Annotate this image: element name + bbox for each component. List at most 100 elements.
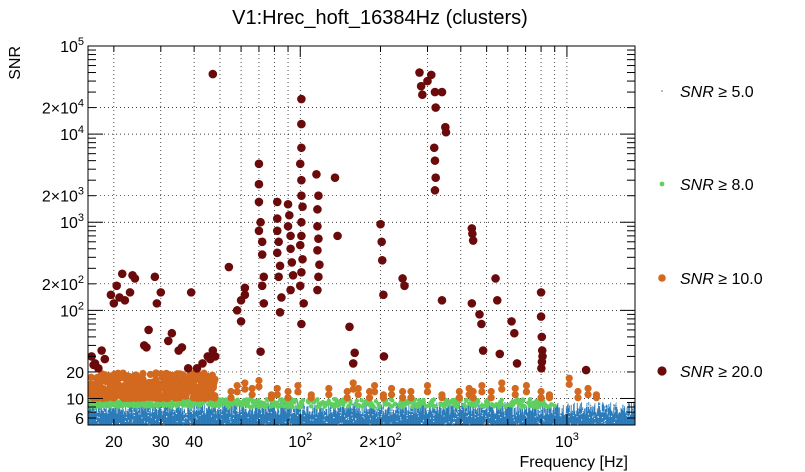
snr-10-point [325, 384, 333, 393]
snr-5-gap [112, 407, 114, 409]
snr-5-gap [202, 413, 204, 415]
snr-5-gap [578, 406, 580, 408]
snr-5-gap [539, 413, 541, 415]
snr-5-gap [366, 407, 368, 409]
snr-8-point [187, 401, 193, 406]
snr-10-point [387, 391, 396, 399]
snr-5-gap [125, 420, 127, 422]
snr-5-gap [377, 415, 379, 417]
snr-20-point [314, 234, 323, 244]
snr-5-gap [579, 413, 581, 415]
snr-5-gap [426, 410, 428, 412]
snr-8-point [424, 404, 429, 409]
snr-5-gap [367, 407, 369, 409]
snr-8-point [226, 404, 231, 409]
snr-5-gap [398, 409, 400, 411]
y-axis-label: SNR [7, 46, 24, 80]
snr-10-point [522, 388, 531, 396]
snr-5-gap [155, 419, 157, 421]
snr-5-gap [97, 412, 99, 414]
legend-entry: SNR ≥ 10.0 [658, 271, 763, 288]
snr-5-gap [458, 408, 460, 410]
snr-5-gap [132, 409, 134, 411]
snr-20-point [379, 290, 388, 300]
snr-5-gap [237, 412, 239, 414]
snr-20-point [208, 69, 218, 79]
snr-20-point [298, 254, 307, 264]
snr-5-gap [483, 423, 485, 425]
snr-8-point [247, 404, 253, 410]
snr-8-point [260, 401, 265, 407]
snr-8-point [490, 403, 495, 408]
snr-5-gap [133, 415, 135, 417]
snr-5-gap [183, 408, 185, 410]
snr-8-point [322, 404, 327, 409]
snr-20-point [167, 328, 177, 338]
snr-20-point [350, 348, 359, 358]
snr-20-point [299, 299, 308, 308]
snr-5-gap [440, 406, 442, 408]
snr-10-point [169, 383, 177, 392]
snr-5-gap [267, 411, 269, 413]
snr-5-gap [461, 421, 463, 423]
snr-5-gap [284, 421, 286, 423]
snr-20-point [430, 87, 440, 97]
snr-5-gap [363, 417, 365, 419]
snr-5-gap [615, 406, 617, 408]
snr-5-gap [468, 423, 470, 425]
snr-20-point [275, 308, 285, 317]
snr-5-gap [601, 422, 603, 424]
snr-10-point [565, 380, 573, 388]
snr-20-point [112, 281, 122, 291]
snr-5-gap [199, 415, 201, 417]
snr-5-gap [379, 408, 381, 410]
snr-5-gap [597, 403, 599, 405]
snr-8-point [326, 398, 332, 404]
snr-5-gap [489, 417, 491, 419]
snr-5-gap [95, 419, 97, 421]
snr-5-gap [162, 408, 164, 410]
snr-5-gap [618, 403, 620, 405]
snr-5-gap [284, 409, 286, 411]
snr-5-gap [369, 418, 371, 420]
snr-20-point [183, 363, 193, 373]
snr-5-gap [488, 410, 490, 412]
snr-5-gap [186, 413, 188, 415]
snr-5-gap [544, 413, 546, 415]
snr-5-gap [581, 412, 583, 414]
snr-8-point [527, 397, 533, 402]
snr-20-point [254, 197, 264, 207]
snr-20-point [256, 217, 265, 227]
snr-5-gap [474, 417, 476, 419]
snr-8-point [430, 399, 435, 405]
snr-5-gap [308, 410, 310, 412]
snr-8-point [256, 398, 261, 403]
snr-8-point [541, 400, 546, 406]
snr-8-point [496, 403, 501, 408]
snr-8-point [154, 402, 159, 407]
snr-5-gap [157, 408, 159, 410]
snr-5-gap [184, 418, 186, 420]
snr-5-gap [247, 417, 249, 419]
snr-20-point [152, 299, 162, 308]
snr-8-point [388, 403, 394, 409]
snr-5-gap [293, 411, 295, 413]
snr-10-point [233, 381, 241, 390]
snr-20-point [312, 169, 321, 179]
snr-5-gap [182, 409, 184, 411]
snr-5-gap [515, 415, 517, 417]
snr-5-gap [429, 417, 431, 419]
snr-10-point [255, 376, 263, 385]
snr-5-gap [270, 412, 272, 414]
snr-8-point [277, 403, 282, 409]
snr-8-point [405, 400, 410, 406]
snr-20-point [415, 68, 424, 77]
snr-20-point [418, 90, 427, 100]
snr-5-gap [240, 410, 242, 412]
snr-10-point [407, 387, 415, 396]
snr-5-gap [295, 403, 297, 405]
snr-5-gap [222, 405, 224, 407]
snr-5-gap [395, 408, 397, 410]
snr-8-point [474, 400, 479, 406]
snr-5-gap [591, 404, 593, 406]
